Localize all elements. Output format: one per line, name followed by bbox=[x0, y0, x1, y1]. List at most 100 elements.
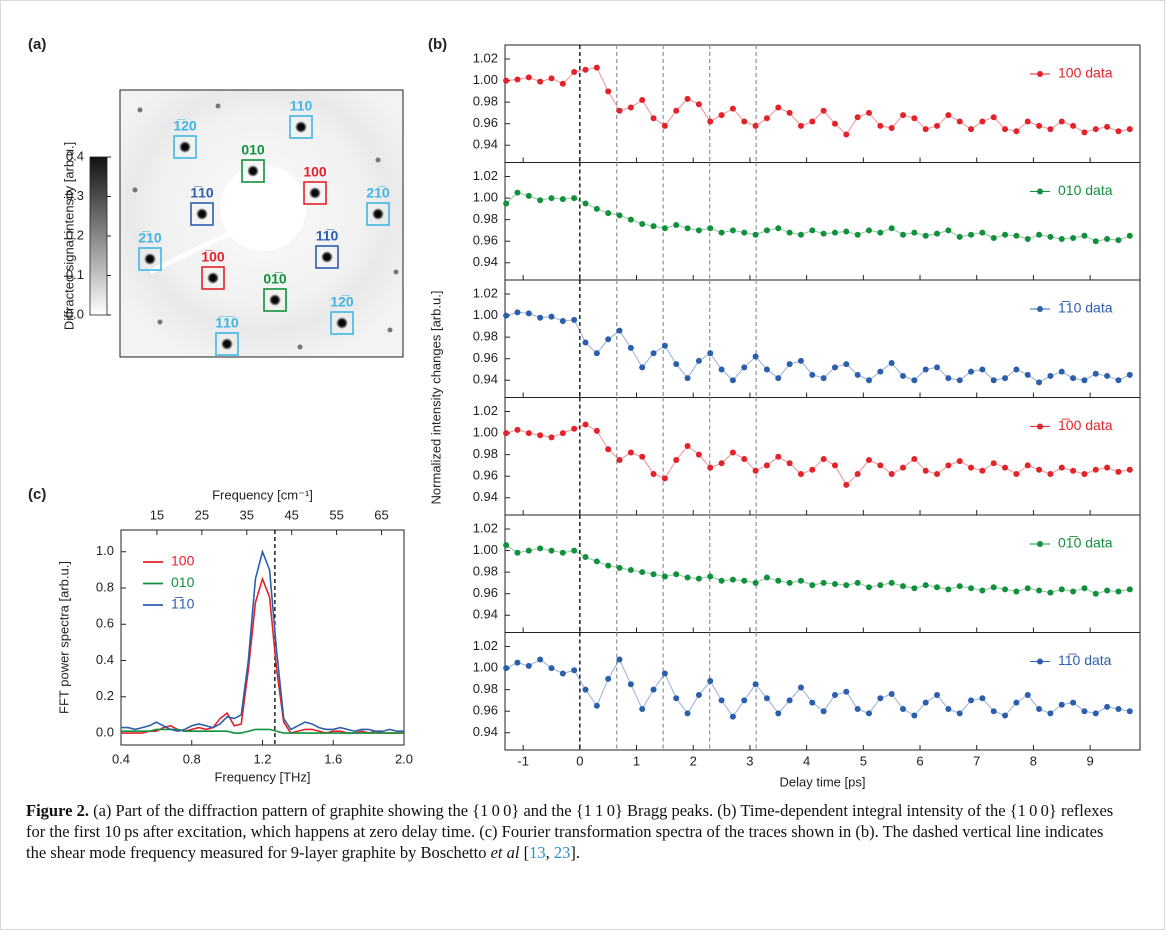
y-tick-label: 0.4 bbox=[96, 652, 114, 667]
data-point bbox=[650, 686, 657, 693]
data-point bbox=[945, 227, 952, 234]
data-point bbox=[922, 699, 929, 706]
spot-label: 12̅0 bbox=[330, 294, 354, 310]
caption-text: (a) Part of the diffraction pattern of g… bbox=[26, 801, 1114, 862]
data-point bbox=[1104, 372, 1111, 379]
spectrum-line bbox=[121, 549, 404, 733]
data-point bbox=[695, 692, 702, 699]
data-point bbox=[786, 697, 793, 704]
data-point bbox=[627, 344, 634, 351]
data-point bbox=[1036, 122, 1043, 129]
data-point bbox=[843, 582, 850, 589]
data-point bbox=[854, 471, 861, 478]
data-point bbox=[639, 706, 646, 713]
trace-line bbox=[505, 544, 1130, 595]
data-point bbox=[1126, 232, 1133, 239]
spot-box bbox=[190, 202, 214, 226]
x-tick-label: 4 bbox=[803, 753, 810, 768]
data-point bbox=[684, 225, 691, 232]
bragg-spot bbox=[207, 272, 219, 284]
x-axis-label: Delay time [ps] bbox=[780, 774, 866, 789]
minor-spot bbox=[137, 107, 143, 113]
spot-label: 1̅1̅0 bbox=[215, 315, 239, 331]
plot-frame bbox=[504, 514, 1141, 633]
data-point bbox=[752, 231, 759, 238]
data-point bbox=[548, 75, 555, 82]
y-tick-label: 1.00 bbox=[473, 660, 498, 675]
data-point bbox=[831, 692, 838, 699]
data-point bbox=[1047, 471, 1054, 478]
minor-spot bbox=[387, 327, 393, 333]
data-point bbox=[571, 667, 578, 674]
data-point bbox=[797, 577, 804, 584]
data-point bbox=[831, 120, 838, 127]
data-point bbox=[786, 460, 793, 467]
data-point bbox=[922, 366, 929, 373]
legend-marker bbox=[1037, 71, 1043, 77]
data-point bbox=[1070, 122, 1077, 129]
data-point bbox=[1024, 371, 1031, 378]
x-tick-label: -1 bbox=[517, 753, 529, 768]
spot-label: 01̅0 bbox=[263, 271, 287, 287]
data-point bbox=[775, 104, 782, 111]
x2-axis-label: Frequency [cm⁻¹] bbox=[212, 487, 313, 502]
data-point bbox=[1036, 379, 1043, 386]
x-tick-label: 7 bbox=[973, 753, 980, 768]
data-point bbox=[514, 549, 521, 556]
data-point bbox=[605, 336, 612, 343]
legend-label: 100 bbox=[171, 553, 195, 569]
data-point bbox=[865, 227, 872, 234]
data-point bbox=[1047, 372, 1054, 379]
data-point bbox=[775, 375, 782, 382]
figure: (a) Diffracted signal intensity [arb.u.]… bbox=[28, 36, 1141, 789]
data-point bbox=[1047, 233, 1054, 240]
data-point bbox=[763, 574, 770, 581]
data-point bbox=[718, 229, 725, 236]
data-point bbox=[968, 464, 975, 471]
data-point bbox=[1104, 587, 1111, 594]
data-point bbox=[809, 118, 816, 125]
data-point bbox=[990, 460, 997, 467]
data-point bbox=[548, 313, 555, 320]
data-point bbox=[1058, 118, 1065, 125]
data-point bbox=[797, 231, 804, 238]
data-point bbox=[1047, 710, 1054, 717]
data-point bbox=[514, 76, 521, 83]
data-point bbox=[537, 314, 544, 321]
data-point bbox=[797, 684, 804, 691]
data-point bbox=[979, 118, 986, 125]
data-point bbox=[831, 580, 838, 587]
y-tick-label: 0.98 bbox=[473, 564, 498, 579]
data-point bbox=[865, 377, 872, 384]
data-point bbox=[729, 449, 736, 456]
data-point bbox=[1104, 236, 1111, 243]
data-point bbox=[786, 579, 793, 586]
data-point bbox=[673, 695, 680, 702]
data-point bbox=[559, 549, 566, 556]
data-point bbox=[605, 675, 612, 682]
caption-text[interactable]: 23 bbox=[553, 843, 571, 862]
data-point bbox=[809, 582, 816, 589]
data-point bbox=[1092, 126, 1099, 133]
y-tick-label: 0.0 bbox=[96, 724, 114, 739]
data-point bbox=[684, 443, 691, 450]
y-tick-label: 0.98 bbox=[473, 329, 498, 344]
x-tick-label: 6 bbox=[916, 753, 923, 768]
data-point bbox=[673, 457, 680, 464]
caption-text[interactable]: 13 bbox=[529, 843, 546, 862]
data-point bbox=[582, 554, 589, 561]
data-point bbox=[911, 712, 918, 719]
data-point bbox=[1081, 708, 1088, 715]
data-point bbox=[673, 361, 680, 368]
data-point bbox=[741, 364, 748, 371]
data-point bbox=[911, 455, 918, 462]
data-point bbox=[559, 670, 566, 677]
minor-spot bbox=[393, 269, 399, 275]
colorbar-tick-label: 0.2 bbox=[66, 227, 84, 242]
x-tick-label: 8 bbox=[1030, 753, 1037, 768]
y-tick-label: 0.98 bbox=[473, 211, 498, 226]
data-point bbox=[627, 216, 634, 223]
x-tick-label: 5 bbox=[860, 753, 867, 768]
data-point bbox=[877, 122, 884, 129]
